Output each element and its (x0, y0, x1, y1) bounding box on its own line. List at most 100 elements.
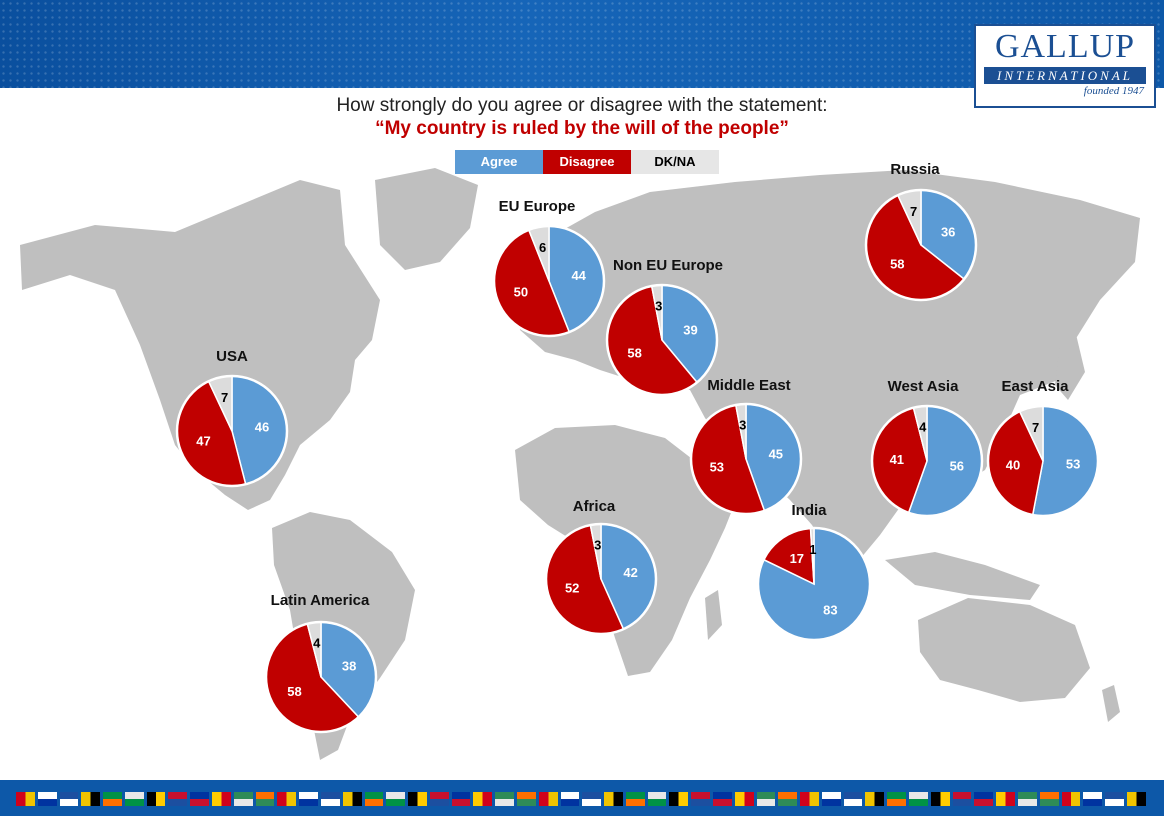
data-label-usa-dkna: 7 (221, 390, 228, 405)
data-label-east-asia-disagree: 40 (1006, 457, 1020, 472)
flag-icon (974, 792, 994, 806)
flag-icon (887, 792, 907, 806)
data-label-russia-disagree: 58 (890, 256, 904, 271)
data-label-middle-east-disagree: 53 (710, 459, 724, 474)
pie-russia: 36 58 7 Russia (864, 161, 978, 302)
flag-icon (16, 792, 35, 806)
flag-icon (734, 792, 754, 806)
flag-icon (1126, 792, 1146, 806)
pie-rim-eu-europe (492, 224, 606, 338)
data-label-africa-agree: 42 (623, 565, 637, 580)
flag-icon (909, 792, 928, 806)
new-zealand-shape (1102, 685, 1120, 722)
legend-agree: Agree (455, 150, 543, 174)
australia-shape (918, 598, 1090, 702)
flag-icon (103, 792, 122, 806)
data-label-latin-america-agree: 38 (342, 658, 356, 673)
flag-icon (625, 792, 645, 806)
flag-icon (408, 792, 427, 806)
flag-icon (495, 792, 514, 806)
data-label-africa-disagree: 52 (565, 581, 579, 596)
flag-icon (669, 792, 689, 806)
data-label-india-agree: 83 (823, 603, 837, 618)
flag-icon (604, 792, 623, 806)
logo-sub: INTERNATIONAL (984, 67, 1146, 84)
region-label-east-asia: East Asia (1002, 378, 1070, 395)
flag-icon (146, 792, 166, 806)
flag-icon (1039, 792, 1059, 806)
flag-icon (124, 792, 144, 806)
flag-icon (996, 792, 1015, 806)
data-label-usa-disagree: 47 (196, 434, 210, 449)
flag-icon (233, 792, 253, 806)
flag-icon (473, 792, 493, 806)
flag-icon (168, 792, 188, 806)
greenland-shape (375, 168, 478, 270)
pie-rim-non-eu-europe (605, 283, 719, 397)
flag-icon (843, 792, 863, 806)
gallup-logo: GALLUP INTERNATIONAL founded 1947 (974, 24, 1156, 108)
header-banner (0, 0, 1164, 88)
flag-icon (778, 792, 798, 806)
flag-icon (538, 792, 558, 806)
data-label-non-eu-europe-agree: 39 (683, 322, 697, 337)
data-label-africa-dkna: 3 (594, 538, 601, 553)
data-label-middle-east-agree: 45 (769, 446, 783, 461)
data-label-india-disagree: 17 (790, 551, 804, 566)
data-label-west-asia-disagree: 41 (890, 452, 904, 467)
data-label-eu-europe-disagree: 50 (514, 285, 528, 300)
data-label-eu-europe-dkna: 6 (539, 240, 546, 255)
flag-icon (1105, 792, 1124, 806)
data-label-latin-america-dkna: 4 (313, 636, 321, 651)
flag-icon (582, 792, 602, 806)
pie-non-eu-europe: 39 58 3 Non EU Europe (605, 257, 723, 397)
data-label-west-asia-dkna: 4 (919, 420, 927, 435)
pie-rim-russia (864, 188, 978, 302)
north-america-shape (20, 180, 380, 510)
flag-icon (364, 792, 384, 806)
flag-icon (691, 792, 710, 806)
region-label-middle-east: Middle East (707, 377, 790, 394)
region-label-india: India (791, 502, 827, 519)
legend-dkna: DK/NA (631, 150, 719, 174)
region-label-non-eu-europe: Non EU Europe (613, 257, 723, 274)
logo-brand: GALLUP (994, 28, 1136, 65)
pie-rim-west-asia (870, 404, 984, 518)
pie-west-asia: 56 41 4 West Asia (870, 378, 984, 518)
flag-icon (277, 792, 297, 806)
flag-strip (16, 792, 1146, 806)
flag-icon (560, 792, 580, 806)
data-label-usa-agree: 46 (255, 420, 269, 435)
legend: Agree Disagree DK/NA (455, 150, 719, 174)
pie-usa: 46 47 7 USA (175, 348, 289, 488)
flag-icon (59, 792, 79, 806)
data-label-west-asia-agree: 56 (950, 459, 964, 474)
flag-icon (952, 792, 972, 806)
japan-shape (1055, 330, 1085, 400)
flag-icon (190, 792, 210, 806)
flag-icon (81, 792, 101, 806)
madagascar-shape (705, 590, 722, 640)
flag-icon (299, 792, 318, 806)
flag-icon (451, 792, 471, 806)
flag-icon (930, 792, 950, 806)
flag-icon (516, 792, 536, 806)
data-label-non-eu-europe-disagree: 58 (627, 345, 641, 360)
data-label-east-asia-agree: 53 (1066, 456, 1080, 471)
indonesia-shape (885, 552, 1040, 600)
region-label-russia: Russia (890, 161, 940, 178)
region-label-eu-europe: EU Europe (499, 198, 576, 215)
flag-icon (386, 792, 406, 806)
data-label-east-asia-dkna: 7 (1032, 420, 1039, 435)
flag-icon (1017, 792, 1037, 806)
data-label-non-eu-europe-dkna: 3 (655, 299, 662, 314)
logo-founded: founded 1947 (1083, 85, 1144, 97)
statement-text: “My country is ruled by the will of the … (375, 118, 789, 139)
region-label-usa: USA (216, 348, 248, 365)
pie-charts: 46 47 7 USA 4 4 50 6 EU Europe 39 58 3 Non EU Europe… (175, 161, 1100, 734)
data-label-russia-agree: 36 (941, 224, 955, 239)
data-label-middle-east-dkna: 3 (739, 418, 746, 433)
flag-icon (800, 792, 819, 806)
pie-latin-america: 38 58 4 Latin America (264, 592, 378, 734)
